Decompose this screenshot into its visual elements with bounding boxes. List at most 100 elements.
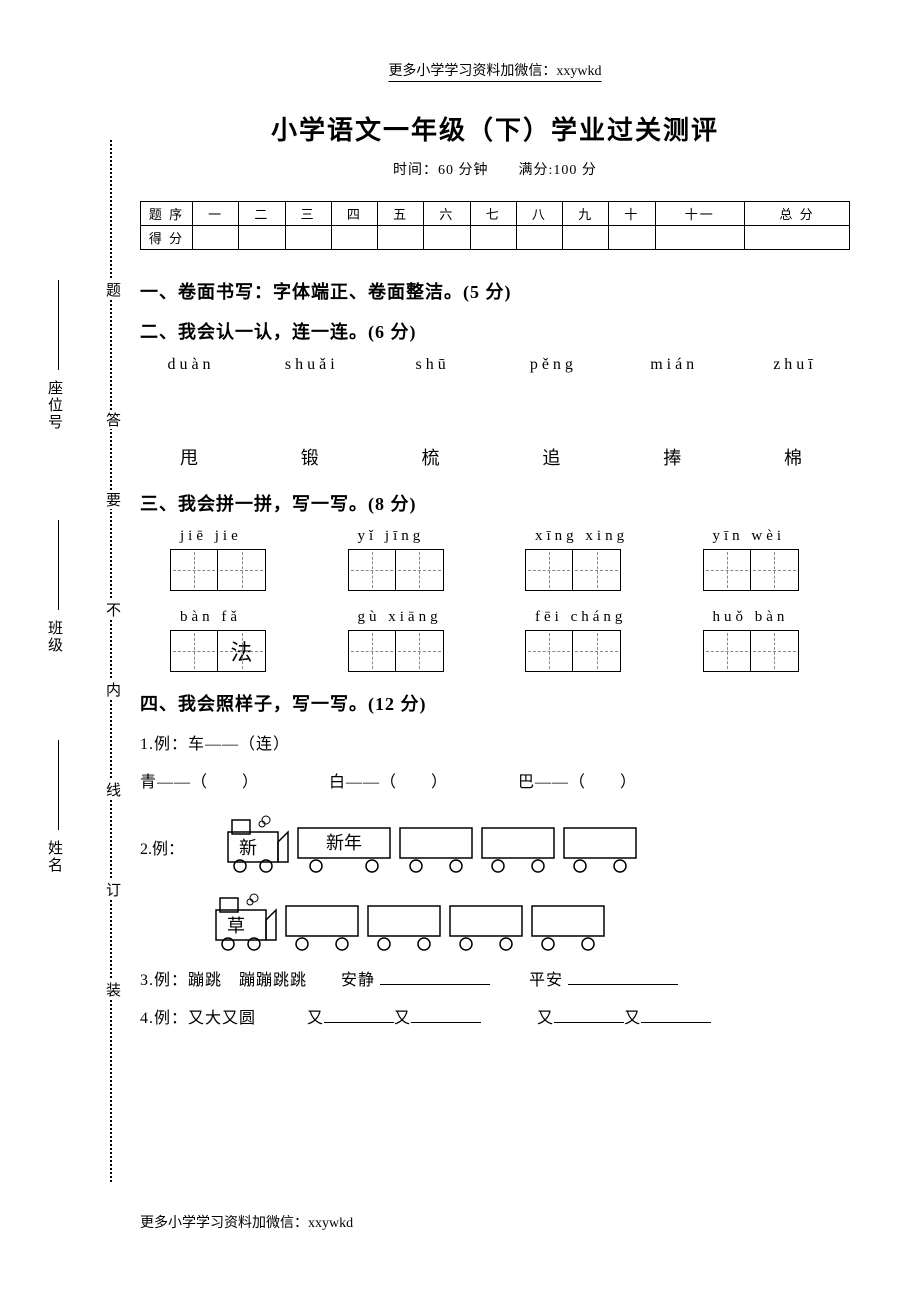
q3-item: fēi cháng xyxy=(525,609,653,672)
side-marker: 线 xyxy=(102,780,123,799)
side-marker: 要 xyxy=(102,490,123,509)
train-1: 新 新年 xyxy=(222,814,640,874)
char-box xyxy=(703,549,751,591)
side-field-seat: 座位号 xyxy=(44,380,65,431)
q2-hanzi-row: 甩 锻 梳 追 捧 棉 xyxy=(140,444,850,470)
side-marker: 题 xyxy=(102,280,123,299)
char-box xyxy=(525,549,573,591)
train-car-icon xyxy=(478,824,558,874)
section-4-heading: 四、我会照样子，写一写。(12 分) xyxy=(140,690,850,716)
side-field-label: 姓名 xyxy=(44,840,65,874)
page-header: 更多小学学习资料加微信：xxywkd xyxy=(140,60,850,80)
blank-line xyxy=(568,969,678,985)
side-field-label: 班级 xyxy=(44,620,65,654)
col-9: 九 xyxy=(563,202,609,226)
q2-pinyin: shū xyxy=(388,356,478,374)
q3-grid: jiē jie yǐ jīng xīng xing yīn wèi bàn fǎ… xyxy=(170,528,830,672)
train-car-icon xyxy=(446,902,526,952)
col-1: 一 xyxy=(193,202,239,226)
side-marker: 答 xyxy=(102,410,123,429)
char-box xyxy=(703,630,751,672)
blank-line xyxy=(641,1007,711,1023)
q3-item: huǒ bàn xyxy=(703,609,831,672)
q3-pinyin: gù xiāng xyxy=(348,609,476,626)
table-row: 题 序 一 二 三 四 五 六 七 八 九 十 十一 总 分 xyxy=(141,202,850,226)
char-box xyxy=(751,630,799,672)
col-2: 二 xyxy=(239,202,285,226)
q3-item: bàn fǎ 法 xyxy=(170,609,298,672)
char-box: 法 xyxy=(218,630,266,672)
side-field-class: 班级 xyxy=(44,620,65,654)
svg-text:草: 草 xyxy=(227,916,245,936)
col-11: 十一 xyxy=(655,202,745,226)
q3-pinyin: huǒ bàn xyxy=(703,609,831,626)
q2-hanzi: 捧 xyxy=(629,444,719,470)
col-4: 四 xyxy=(331,202,377,226)
side-field-line xyxy=(58,520,59,610)
page-title: 小学语文一年级（下）学业过关测评 xyxy=(140,110,850,147)
section-3-heading: 三、我会拼一拼，写一写。(8 分) xyxy=(140,490,850,516)
char-box xyxy=(218,549,266,591)
svg-text:新年: 新年 xyxy=(326,833,362,853)
q4-line1: 1.例：车——（连） xyxy=(140,730,850,754)
q4-fill-item: 巴——（ ） xyxy=(518,768,637,792)
q4-line3-a: 3.例：蹦跳 蹦蹦跳跳 安静 xyxy=(140,972,375,989)
q4-fill-item: 白——（ ） xyxy=(329,768,448,792)
side-field-label: 座位号 xyxy=(44,380,65,431)
q2-hanzi: 锻 xyxy=(267,444,357,470)
train-engine-icon: 草 xyxy=(210,892,280,952)
q4-line3-b: 平安 xyxy=(529,972,563,989)
train-car-icon xyxy=(364,902,444,952)
q4-fill-item: 青——（ ） xyxy=(140,768,259,792)
q4-line4-a: 4.例：又大又圆 又 xyxy=(140,1010,324,1027)
col-5: 五 xyxy=(378,202,424,226)
train-car-icon xyxy=(528,902,608,952)
side-marker: 订 xyxy=(102,880,123,899)
char-box xyxy=(751,549,799,591)
col-8: 八 xyxy=(516,202,562,226)
blank-line xyxy=(411,1007,481,1023)
q4-line4: 4.例：又大又圆 又又 又又 xyxy=(140,1004,850,1028)
page-footer: 更多小学学习资料加微信：xxywkd xyxy=(140,1212,353,1232)
q3-pinyin: bàn fǎ xyxy=(170,609,298,626)
svg-text:新: 新 xyxy=(239,838,257,858)
blank-line xyxy=(380,969,490,985)
side-field-line xyxy=(58,740,59,830)
q3-item: yǐ jīng xyxy=(348,528,476,591)
blank-line xyxy=(554,1007,624,1023)
q3-pinyin: yǐ jīng xyxy=(348,528,476,545)
q2-pinyin: pěng xyxy=(508,356,598,374)
q4-line2-label: 2.例： xyxy=(140,835,184,859)
q2-pinyin: zhuī xyxy=(750,356,840,374)
binding-margin: 题 答 要 不 内 线 订 装 xyxy=(96,140,126,1182)
col-total: 总 分 xyxy=(745,202,850,226)
q4-line4-c: 又 xyxy=(537,1010,554,1027)
q2-pinyin: mián xyxy=(629,356,719,374)
char-box xyxy=(396,549,444,591)
q4-line3: 3.例：蹦跳 蹦蹦跳跳 安静 平安 xyxy=(140,966,850,990)
section-1-heading: 一、卷面书写：字体端正、卷面整洁。(5 分) xyxy=(140,278,850,304)
q4-line4-d: 又 xyxy=(624,1010,641,1027)
char-box xyxy=(170,630,218,672)
q4-line2: 2.例： 新 新年 xyxy=(140,808,850,886)
q2-hanzi: 棉 xyxy=(750,444,840,470)
q2-pinyin-row: duàn shuǎi shū pěng mián zhuī xyxy=(140,356,850,374)
train-car-icon xyxy=(560,824,640,874)
q3-pinyin: jiē jie xyxy=(170,528,298,545)
train-car-icon xyxy=(396,824,476,874)
col-10: 十 xyxy=(609,202,655,226)
col-7: 七 xyxy=(470,202,516,226)
q2-pinyin: shuǎi xyxy=(267,356,357,374)
side-field-name: 姓名 xyxy=(44,840,65,874)
table-row: 得 分 xyxy=(141,226,850,250)
side-field-line xyxy=(58,280,59,370)
char-box xyxy=(573,630,621,672)
q3-pinyin: yīn wèi xyxy=(703,528,831,545)
char-box xyxy=(525,630,573,672)
section-2-heading: 二、我会认一认，连一连。(6 分) xyxy=(140,318,850,344)
char-box xyxy=(170,549,218,591)
q2-hanzi: 梳 xyxy=(388,444,478,470)
score-row1-label: 题 序 xyxy=(141,202,193,226)
side-marker: 装 xyxy=(102,980,123,999)
page-subtitle: 时间：60 分钟 满分:100 分 xyxy=(140,159,850,179)
